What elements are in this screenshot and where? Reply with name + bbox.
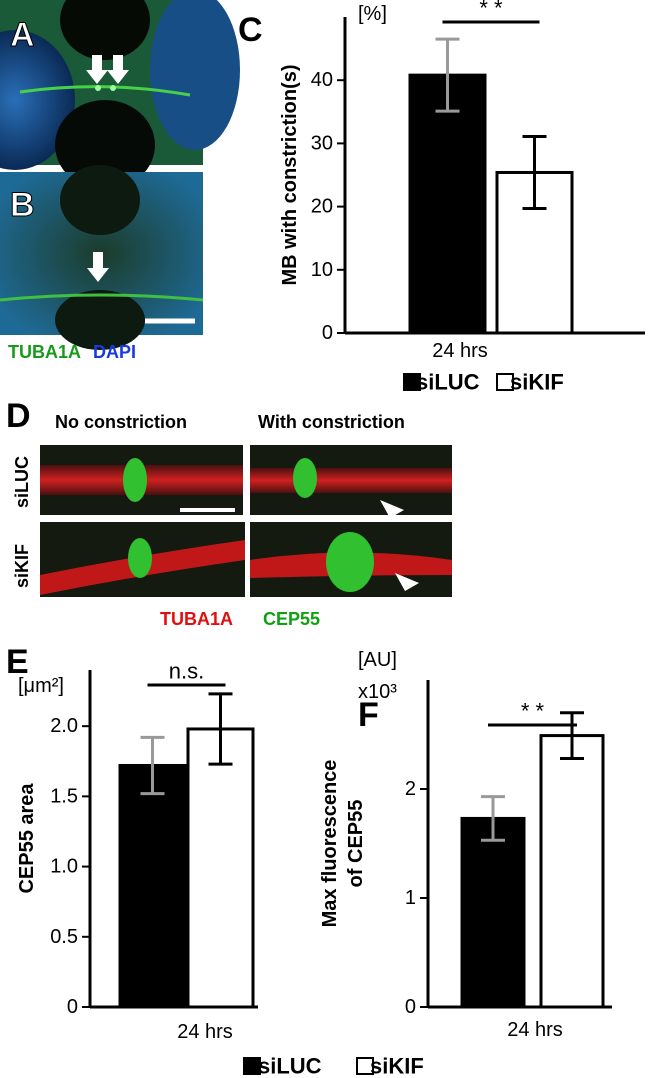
y-tick-label: 0 xyxy=(67,996,78,1018)
legend-label: siLUC xyxy=(258,1054,322,1078)
y-tick-label: 30 xyxy=(311,132,333,154)
y-unit: [μm²] xyxy=(18,675,64,697)
row-title: siLUC xyxy=(12,456,32,508)
y-tick-label: 1 xyxy=(405,887,416,909)
x-tick-label: 24 hrs xyxy=(432,340,488,362)
image-d xyxy=(40,445,452,597)
y-tick-label: 20 xyxy=(311,196,333,218)
bar xyxy=(118,763,187,1009)
legend-label: siKIF xyxy=(370,1054,424,1078)
image-a xyxy=(0,0,240,190)
error-bar xyxy=(140,735,165,796)
column-title: No constriction xyxy=(55,412,187,432)
bar xyxy=(408,73,487,335)
y-axis-label: of CEP55 xyxy=(345,800,367,888)
legend-swatch xyxy=(243,1057,261,1075)
y-tick-label: 0 xyxy=(322,322,333,344)
panel-label: F xyxy=(358,696,379,734)
significance-label: * * xyxy=(521,699,545,724)
legend-label: siLUC xyxy=(416,370,480,395)
y-tick-label: 0 xyxy=(405,996,416,1018)
stain-label: TUBA1A xyxy=(160,609,233,629)
y-tick-label: 0.5 xyxy=(50,926,78,948)
y-tick-label: 2.0 xyxy=(50,715,78,737)
column-title: With constriction xyxy=(258,412,405,432)
bar xyxy=(460,816,526,1009)
error-bar xyxy=(435,37,460,113)
y-tick-label: 1.0 xyxy=(50,856,78,878)
stain-label: DAPI xyxy=(93,342,136,362)
y-axis-label: MB with constriction(s) xyxy=(279,64,301,285)
significance-label: * * xyxy=(479,0,503,21)
y-unit: [%] xyxy=(358,3,387,25)
panel-label: E xyxy=(6,643,29,681)
x-tick-label: 24 hrs xyxy=(177,1021,233,1043)
significance-label: n.s. xyxy=(169,659,204,684)
legend-swatch xyxy=(403,373,421,391)
panel-label: C xyxy=(238,11,263,49)
error-bar xyxy=(522,134,547,210)
y-axis-label: Max fluorescence xyxy=(319,760,341,928)
y-tick-label: 10 xyxy=(311,259,333,281)
row-title: siKIF xyxy=(12,544,32,588)
image-b xyxy=(0,165,204,350)
error-bar xyxy=(208,692,233,766)
x-tick-label: 24 hrs xyxy=(507,1019,563,1041)
y-unit: x10³ xyxy=(358,681,397,703)
y-tick-label: 2 xyxy=(405,778,416,800)
stain-label: CEP55 xyxy=(263,609,320,629)
bar xyxy=(186,727,255,1009)
bar xyxy=(539,734,605,1009)
panel-label: D xyxy=(6,397,31,435)
legend-label: siKIF xyxy=(510,370,564,395)
error-bar xyxy=(481,795,505,842)
legend-swatch xyxy=(356,1057,374,1075)
y-tick-label: 1.5 xyxy=(50,785,78,807)
legend-swatch xyxy=(496,373,514,391)
y-unit: [AU] xyxy=(358,649,397,671)
error-bar xyxy=(560,711,584,760)
y-tick-label: 40 xyxy=(311,69,333,91)
stain-label: TUBA1A xyxy=(8,342,81,362)
panel-label: B xyxy=(10,186,35,224)
y-axis-label: CEP55 area xyxy=(16,783,38,894)
panel-label: A xyxy=(10,16,35,54)
